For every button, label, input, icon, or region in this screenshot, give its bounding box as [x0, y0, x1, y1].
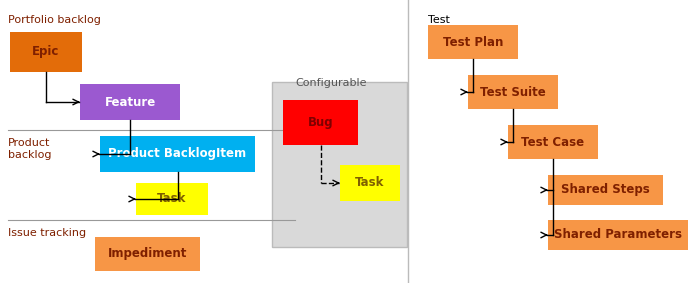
- Text: Feature: Feature: [104, 95, 155, 108]
- Bar: [10, 32, 82, 72]
- Text: Product BacklogItem: Product BacklogItem: [108, 147, 246, 160]
- Bar: [340, 165, 400, 201]
- Text: Shared Steps: Shared Steps: [561, 183, 650, 196]
- Bar: [100, 136, 255, 172]
- Bar: [80, 84, 180, 120]
- Text: Task: Task: [158, 192, 187, 205]
- Bar: [272, 82, 407, 247]
- Text: Impediment: Impediment: [108, 248, 187, 260]
- Text: Bug: Bug: [308, 116, 333, 129]
- Text: Epic: Epic: [32, 46, 60, 59]
- Bar: [283, 100, 358, 145]
- Text: Product
backlog: Product backlog: [8, 138, 52, 160]
- Bar: [136, 183, 208, 215]
- Text: Issue tracking: Issue tracking: [8, 228, 86, 238]
- Text: Shared Parameters: Shared Parameters: [554, 228, 682, 241]
- Text: Portfolio backlog: Portfolio backlog: [8, 15, 101, 25]
- Text: Test Case: Test Case: [522, 136, 584, 149]
- Bar: [468, 75, 558, 109]
- Text: Task: Task: [356, 177, 385, 190]
- Text: Configurable: Configurable: [295, 78, 367, 88]
- Bar: [508, 125, 598, 159]
- Bar: [548, 175, 663, 205]
- Bar: [95, 237, 200, 271]
- Bar: [428, 25, 518, 59]
- Bar: [548, 220, 688, 250]
- Text: Test: Test: [428, 15, 450, 25]
- Text: Test Suite: Test Suite: [480, 85, 546, 98]
- Text: Test Plan: Test Plan: [443, 35, 503, 48]
